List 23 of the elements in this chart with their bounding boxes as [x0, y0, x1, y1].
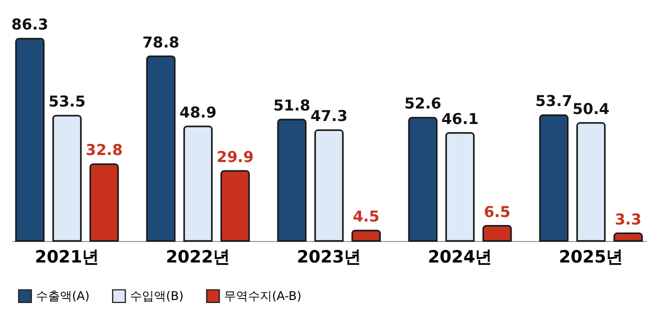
data-label: 46.1 [441, 110, 478, 128]
x-tick-label: 2021년 [34, 248, 100, 268]
data-label: 3.3 [614, 210, 642, 228]
data-label: 4.5 [352, 207, 380, 226]
data-label: 50.4 [572, 100, 610, 118]
x-tick-label: 2022년 [166, 248, 230, 268]
legend-label: 무역수지(A-B) [224, 289, 302, 304]
data-label: 29.9 [216, 148, 254, 166]
data-label: 32.8 [86, 141, 123, 160]
data-label: 48.9 [180, 103, 217, 122]
data-label: 53.5 [48, 92, 86, 111]
data-label: 6.5 [484, 202, 510, 221]
data-label: 47.3 [310, 107, 348, 126]
legend-label: 수출액(A) [36, 289, 90, 304]
x-tick-label: 2024년 [428, 248, 492, 268]
x-tick-label: 2023년 [296, 248, 362, 268]
data-label: 78.8 [142, 33, 180, 52]
data-label: 53.7 [535, 92, 572, 110]
x-tick-label: 2025년 [558, 248, 624, 268]
data-label: 51.8 [273, 96, 310, 115]
legend-label: 수입액(B) [130, 289, 184, 304]
data-label: 86.3 [11, 16, 48, 34]
data-label: 52.6 [404, 94, 442, 113]
